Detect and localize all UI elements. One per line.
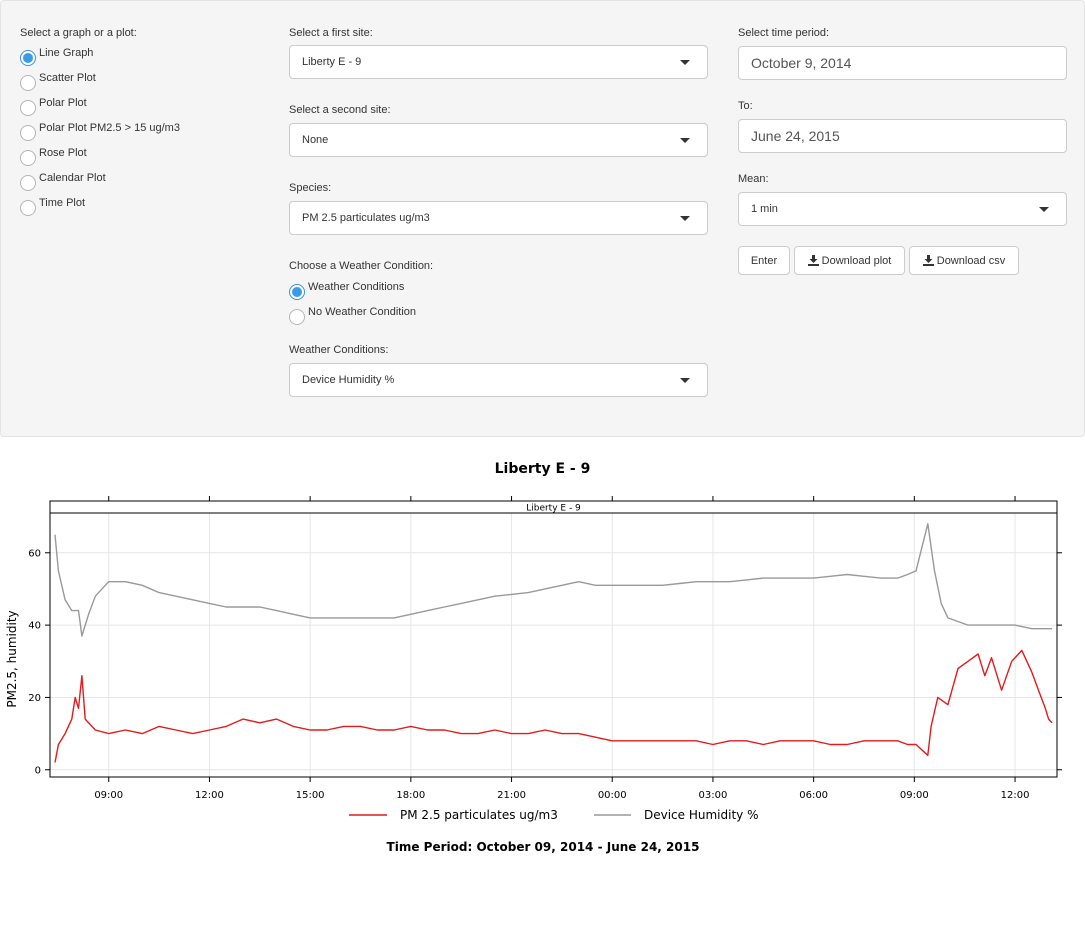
x-tick-label: 12:00 — [195, 790, 224, 801]
chevron-down-icon — [680, 378, 690, 383]
x-tick-label: 06:00 — [799, 790, 828, 801]
time-period-label: Select time period: — [738, 27, 830, 39]
graph-type-option-label: Polar Plot PM2.5 > 15 ug/m3 — [39, 122, 180, 134]
site2-value: None — [302, 134, 329, 146]
graph-type-option[interactable]: Polar Plot — [20, 97, 87, 117]
y-tick-label: 40 — [28, 621, 41, 632]
species-select[interactable]: PM 2.5 particulates ug/m3 — [289, 201, 708, 235]
graph-type-option-label: Time Plot — [39, 197, 86, 209]
graph-type-option-label: Polar Plot — [39, 97, 87, 109]
site1-select[interactable]: Liberty E - 9 — [289, 45, 708, 79]
chevron-down-icon — [680, 138, 690, 143]
weather-choice-radio[interactable] — [289, 284, 305, 300]
date-to-label: To: — [738, 100, 753, 112]
site1-label: Select a first site: — [289, 27, 373, 39]
y-tick-label: 60 — [28, 548, 41, 559]
site1-value: Liberty E - 9 — [302, 56, 362, 68]
graph-type-option-label: Rose Plot — [39, 147, 87, 159]
weather-choice-option-label: No Weather Condition — [308, 306, 417, 318]
y-tick-label: 20 — [28, 693, 41, 704]
line-chart: Liberty E - 9 Liberty E - 9 09:00 12:00 15:0… — [5, 461, 1062, 854]
weather-choice-label: Choose a Weather Condition: — [289, 260, 434, 272]
weather-choice-radio[interactable] — [289, 309, 305, 325]
graph-type-radio[interactable] — [20, 75, 36, 91]
legend-label-humidity: Device Humidity % — [644, 808, 758, 822]
series-line-pm25 — [54, 649, 1053, 763]
graph-type-radio[interactable] — [20, 200, 36, 216]
graph-type-option[interactable]: Time Plot — [20, 197, 85, 217]
x-tick-label: 09:00 — [900, 790, 929, 801]
weather-conditions-select[interactable]: Device Humidity % — [289, 363, 708, 397]
x-tick-label: 09:00 — [94, 790, 123, 801]
chevron-down-icon — [680, 216, 690, 221]
graph-type-option-label: Scatter Plot — [39, 72, 96, 84]
date-from-input[interactable]: October 9, 2014 — [738, 46, 1067, 80]
download-icon — [807, 255, 819, 266]
graph-type-option[interactable]: Line Graph — [20, 47, 93, 67]
graph-type-option-label: Calendar Plot — [39, 172, 106, 184]
chevron-down-icon — [680, 60, 690, 65]
mean-value: 1 min — [751, 203, 778, 215]
download-plot-label: Download plot — [821, 254, 892, 267]
x-tick-label: 18:00 — [396, 790, 425, 801]
x-tick-label: 21:00 — [497, 790, 526, 801]
series-line-humidity — [54, 523, 1052, 637]
mean-select[interactable]: 1 min — [738, 192, 1067, 226]
date-to-input[interactable]: June 24, 2015 — [738, 119, 1067, 153]
download-csv-button[interactable]: Download csv — [909, 246, 1019, 275]
enter-button-label: Enter — [750, 254, 778, 267]
weather-conditions-label: Weather Conditions: — [289, 344, 389, 356]
y-axis-label: PM2.5, humidity — [5, 610, 19, 707]
graph-type-option-label: Line Graph — [39, 47, 94, 59]
date-from-value: October 9, 2014 — [751, 55, 852, 71]
plot-frame — [49, 500, 1058, 778]
chevron-down-icon — [1039, 207, 1049, 212]
strip-label: Liberty E - 9 — [526, 504, 581, 514]
x-tick-label: 03:00 — [699, 790, 728, 801]
species-value: PM 2.5 particulates ug/m3 — [302, 212, 430, 224]
graph-type-option[interactable]: Scatter Plot — [20, 72, 96, 92]
graph-type-option[interactable]: Polar Plot PM2.5 > 15 ug/m3 — [20, 122, 180, 142]
graph-select-label: Select a graph or a plot: — [20, 27, 137, 39]
mean-label: Mean: — [738, 173, 769, 185]
weather-choice-option[interactable]: No Weather Condition — [289, 306, 416, 326]
weather-choice-option[interactable]: Weather Conditions — [289, 281, 404, 301]
x-tick-label: 00:00 — [598, 790, 627, 801]
chart-title: Liberty E - 9 — [495, 461, 591, 477]
time-period-footer: Time Period: October 09, 2014 - June 24,… — [387, 840, 700, 854]
species-label: Species: — [289, 182, 332, 194]
date-to-value: June 24, 2015 — [751, 128, 840, 144]
x-tick-label: 15:00 — [296, 790, 325, 801]
enter-button[interactable]: Enter — [738, 246, 790, 275]
graph-type-radio[interactable] — [20, 125, 36, 141]
graph-type-radio[interactable] — [20, 100, 36, 116]
y-tick-label: 0 — [35, 765, 41, 776]
download-icon — [922, 255, 934, 266]
site2-label: Select a second site: — [289, 104, 391, 116]
download-csv-label: Download csv — [936, 254, 1006, 267]
graph-type-option[interactable]: Rose Plot — [20, 147, 87, 167]
legend-label-pm25: PM 2.5 particulates ug/m3 — [400, 808, 558, 822]
weather-choice-option-label: Weather Conditions — [308, 281, 405, 293]
x-tick-label: 12:00 — [1001, 790, 1030, 801]
download-plot-button[interactable]: Download plot — [794, 246, 905, 275]
graph-type-radio[interactable] — [20, 175, 36, 191]
weather-conditions-value: Device Humidity % — [302, 374, 395, 386]
graph-type-radio[interactable] — [20, 150, 36, 166]
graph-type-option[interactable]: Calendar Plot — [20, 172, 106, 192]
graph-type-radio[interactable] — [20, 50, 36, 66]
site2-select[interactable]: None — [289, 123, 708, 157]
